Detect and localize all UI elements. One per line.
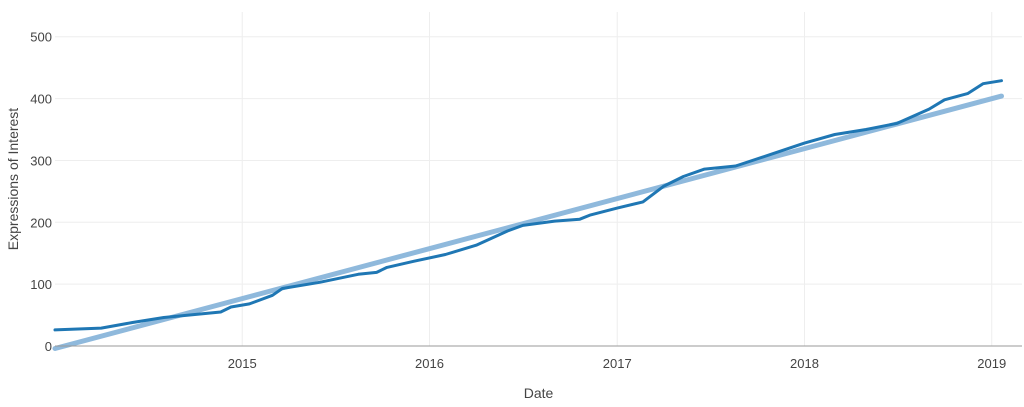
- x-tick-label: 2015: [228, 356, 257, 371]
- x-tick-label: 2017: [603, 356, 632, 371]
- x-tick-labels: 2015 2016 2017 2018 2019: [228, 356, 1006, 371]
- trend-line: [52, 93, 1004, 351]
- y-tick-label: 200: [30, 215, 52, 230]
- gridlines: [55, 12, 1022, 346]
- y-tick-label: 400: [30, 92, 52, 107]
- y-tick-labels: 0 100 200 300 400 500: [30, 30, 52, 354]
- series-layer: [52, 79, 1004, 351]
- y-tick-label: 100: [30, 277, 52, 292]
- x-tick-label: 2019: [977, 356, 1006, 371]
- x-axis-title: Date: [524, 385, 554, 401]
- y-tick-label: 0: [45, 339, 52, 354]
- x-tick-label: 2018: [790, 356, 819, 371]
- x-tick-label: 2016: [415, 356, 444, 371]
- y-tick-label: 500: [30, 30, 52, 45]
- y-axis-title: Expressions of Interest: [5, 108, 21, 251]
- y-tick-label: 300: [30, 153, 52, 168]
- data-line: [53, 79, 1003, 332]
